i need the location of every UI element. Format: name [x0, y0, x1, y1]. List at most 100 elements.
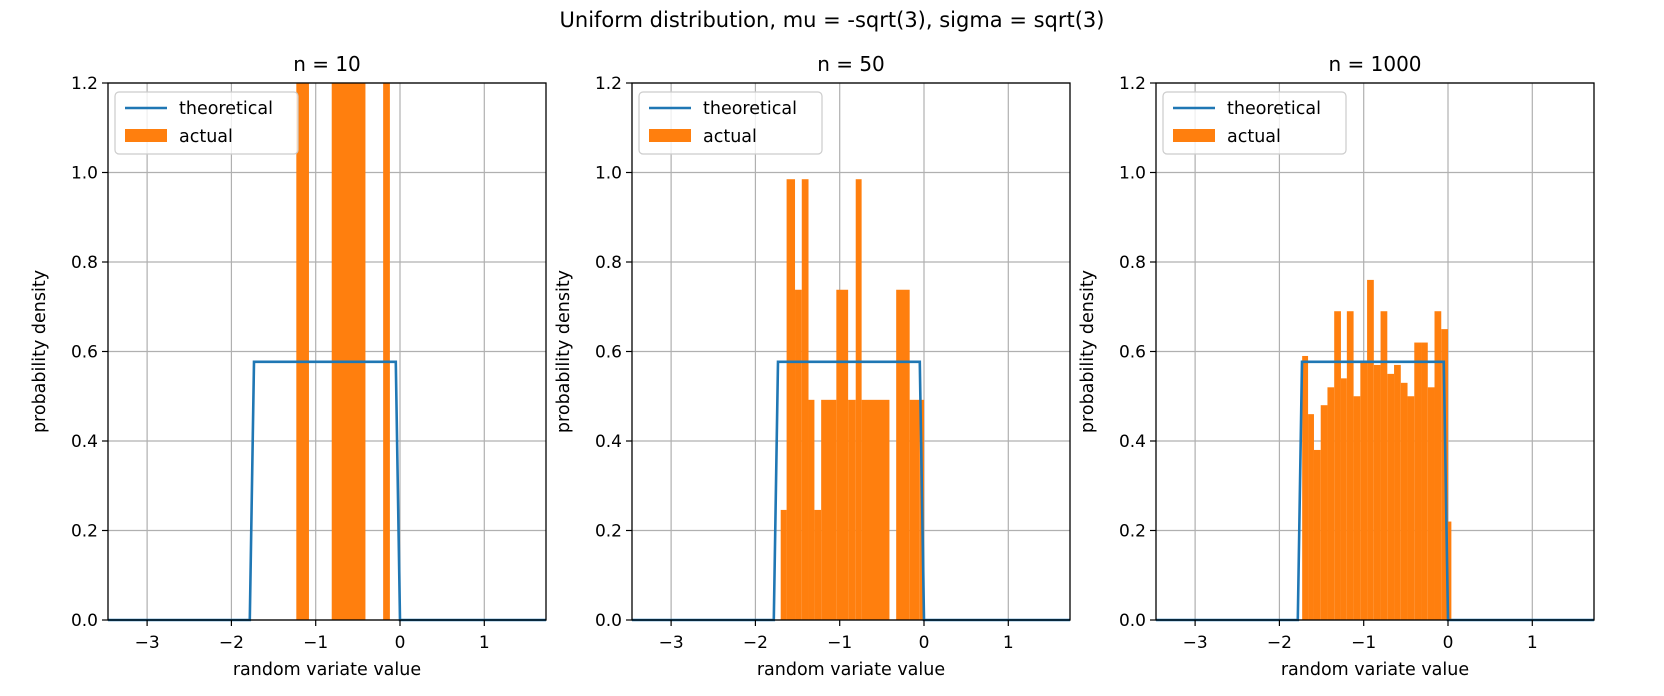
- histogram-bar: [1448, 521, 1452, 620]
- legend-actual-swatch: [1173, 129, 1215, 142]
- histogram-bar: [861, 399, 890, 620]
- histogram-bar: [1400, 382, 1408, 620]
- subplot-2: −3 −2 −1 0 1 0.0 0.2 0.4 0.6 0.8 1.0 1.2 n = 50 rando…: [554, 52, 1071, 680]
- histogram-bar: [1394, 364, 1401, 620]
- x-tick-label: −1: [303, 633, 328, 653]
- histogram-bar: [1434, 311, 1442, 620]
- subplot-title: n = 10: [293, 52, 361, 76]
- x-tick-label: 0: [395, 633, 406, 653]
- histogram-bar: [780, 509, 787, 620]
- y-axis-label: probability density: [30, 270, 50, 433]
- y-axis-label: probability density: [1078, 270, 1098, 433]
- subplot-1: −3 −2 −1 0 1 0.0 0.2 0.4 0.6 0.8 1.0 1.2 n = 10 rando…: [30, 52, 547, 680]
- histogram-bar: [1387, 373, 1395, 620]
- x-tick-label: −1: [1351, 633, 1376, 653]
- legend-actual-label: actual: [179, 127, 233, 147]
- y-tick-label: 0.0: [71, 611, 98, 631]
- histogram-bar: [1373, 364, 1381, 620]
- y-tick-label: 0.4: [1119, 432, 1146, 452]
- histogram-bar: [808, 399, 815, 620]
- histogram-bar: [1380, 311, 1388, 620]
- histogram-bar: [331, 83, 366, 620]
- y-tick-label: 0.2: [595, 522, 622, 542]
- x-tick-label: −3: [135, 633, 160, 653]
- legend-theoretical-label: theoretical: [1227, 99, 1321, 119]
- subplot-3: −3 −2 −1 0 1 0.0 0.2 0.4 0.6 0.8 1.0 1.2 n = 1000 ran…: [1078, 52, 1595, 680]
- histogram-bar: [814, 509, 822, 620]
- histogram-bar: [1346, 311, 1354, 620]
- legend: theoretical actual: [114, 91, 299, 155]
- histogram-bar: [836, 289, 849, 620]
- x-tick-label: −3: [659, 633, 684, 653]
- grid-lines: [108, 82, 546, 621]
- x-tick-label: −1: [827, 633, 852, 653]
- histogram-bar: [786, 179, 796, 620]
- histogram-bar: [1414, 342, 1422, 620]
- histogram-bar: [1353, 396, 1361, 620]
- histogram-bars: [1302, 279, 1452, 620]
- x-tick-label: −2: [743, 633, 768, 653]
- x-tick-label: −3: [1183, 633, 1208, 653]
- x-tick-label: 0: [1443, 633, 1454, 653]
- legend-actual-swatch: [649, 129, 691, 142]
- y-axis-ticks: 0.0 0.2 0.4 0.6 0.8 1.0 1.2: [1119, 74, 1156, 631]
- x-tick-label: 1: [1003, 633, 1014, 653]
- legend-theoretical-label: theoretical: [179, 99, 273, 119]
- y-tick-label: 1.2: [71, 74, 98, 94]
- x-tick-label: −2: [219, 633, 244, 653]
- legend: theoretical actual: [638, 91, 823, 155]
- subplot-title: n = 50: [817, 52, 885, 76]
- histogram-bar: [1407, 396, 1415, 620]
- y-axis-ticks: 0.0 0.2 0.4 0.6 0.8 1.0 1.2: [595, 74, 632, 631]
- y-tick-label: 1.0: [71, 164, 98, 184]
- x-tick-label: −2: [1267, 633, 1292, 653]
- histogram-bar: [1302, 355, 1309, 620]
- histogram-bar: [1367, 279, 1374, 620]
- histogram-bar: [848, 399, 856, 620]
- histogram-bar: [1334, 311, 1341, 620]
- y-tick-label: 0.8: [1119, 253, 1146, 273]
- x-tick-label: 0: [919, 633, 930, 653]
- figure-suptitle: Uniform distribution, mu = -sqrt(3), sig…: [560, 8, 1105, 32]
- subplot-title: n = 1000: [1328, 52, 1421, 76]
- histogram-bar: [795, 289, 802, 620]
- y-tick-label: 1.0: [1119, 164, 1146, 184]
- y-tick-label: 0.6: [595, 343, 622, 363]
- histogram-bar: [1313, 449, 1321, 620]
- y-tick-label: 0.8: [595, 253, 622, 273]
- legend-theoretical-label: theoretical: [703, 99, 797, 119]
- y-tick-label: 1.0: [595, 164, 622, 184]
- y-tick-label: 0.8: [71, 253, 98, 273]
- subplots-container: −3 −2 −1 0 1 0.0 0.2 0.4 0.6 0.8 1.0 1.2 n = 10 rando…: [30, 52, 1595, 680]
- y-tick-label: 0.2: [71, 522, 98, 542]
- histogram-bar: [909, 399, 920, 620]
- y-tick-label: 0.6: [1119, 343, 1146, 363]
- x-tick-label: 1: [1527, 633, 1538, 653]
- x-axis-label: random variate value: [1281, 660, 1469, 680]
- legend-actual-swatch: [125, 129, 167, 142]
- histogram-bar: [1360, 360, 1368, 620]
- x-axis-ticks: −3 −2 −1 0 1: [135, 620, 490, 653]
- histogram-bar: [1421, 342, 1428, 620]
- x-axis-label: random variate value: [757, 660, 945, 680]
- y-tick-label: 1.2: [595, 74, 622, 94]
- legend-actual-label: actual: [703, 127, 757, 147]
- histogram-bar: [821, 399, 837, 620]
- y-tick-label: 0.6: [71, 343, 98, 363]
- legend: theoretical actual: [1162, 91, 1347, 155]
- y-tick-label: 0.2: [1119, 522, 1146, 542]
- y-axis-ticks: 0.0 0.2 0.4 0.6 0.8 1.0 1.2: [71, 74, 108, 631]
- y-tick-label: 0.0: [595, 611, 622, 631]
- x-axis-ticks: −3 −2 −1 0 1: [1183, 620, 1538, 653]
- histogram-bar: [855, 179, 862, 620]
- legend-actual-label: actual: [1227, 127, 1281, 147]
- histogram-bar: [896, 289, 910, 620]
- histogram-bar: [1427, 387, 1435, 620]
- y-tick-label: 0.4: [595, 432, 622, 452]
- histogram-bar: [296, 83, 309, 620]
- histogram-bar: [383, 83, 390, 620]
- x-tick-label: 1: [479, 633, 490, 653]
- x-axis-label: random variate value: [233, 660, 421, 680]
- histogram-bar: [1308, 414, 1314, 620]
